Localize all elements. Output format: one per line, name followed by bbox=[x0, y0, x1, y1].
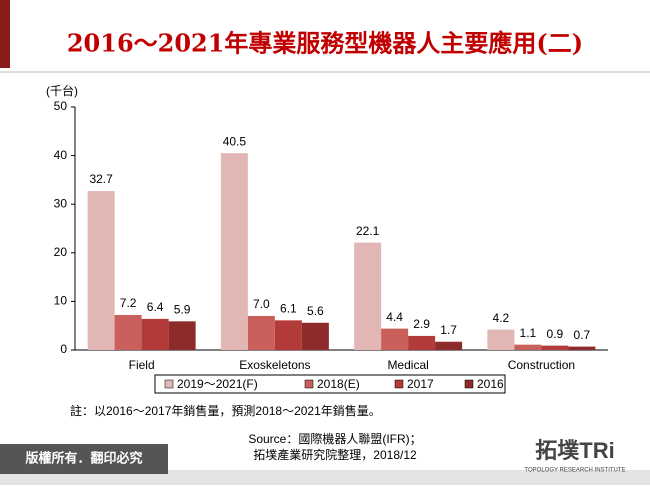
bar bbox=[274, 320, 302, 350]
bar bbox=[435, 341, 463, 350]
x-tick-label: Exoskeletons bbox=[239, 358, 310, 372]
value-label: 0.9 bbox=[547, 327, 564, 341]
source-line: 拓墣產業研究院整理，2018/12 bbox=[253, 447, 417, 462]
value-label: 5.6 bbox=[307, 304, 324, 318]
bar bbox=[487, 329, 515, 350]
value-label: 6.1 bbox=[280, 302, 297, 316]
bar bbox=[168, 321, 196, 350]
value-label: 2.9 bbox=[413, 317, 430, 331]
value-label: 7.0 bbox=[253, 297, 270, 311]
x-tick-label: Medical bbox=[387, 358, 428, 372]
value-label: 32.7 bbox=[89, 172, 113, 186]
bar bbox=[220, 153, 248, 350]
value-label: 22.1 bbox=[356, 224, 380, 238]
y-tick-label: 30 bbox=[54, 196, 68, 210]
bar bbox=[408, 335, 436, 350]
bar bbox=[114, 315, 142, 350]
value-label: 0.7 bbox=[574, 328, 591, 342]
legend-label: 2018(E) bbox=[317, 377, 360, 391]
legend-swatch bbox=[304, 379, 314, 389]
y-tick-label: 10 bbox=[54, 294, 68, 308]
accent-bar bbox=[0, 0, 10, 68]
bar bbox=[247, 315, 275, 350]
y-tick-label: 50 bbox=[54, 99, 68, 113]
legend-swatch bbox=[394, 379, 404, 389]
copyright: 版權所有．翻印必究 bbox=[25, 450, 142, 465]
y-tick-label: 0 bbox=[60, 342, 67, 356]
legend-label: 2017 bbox=[407, 377, 434, 391]
y-axis-label: (千台) bbox=[46, 83, 78, 98]
legend-label: 2019～2021(F) bbox=[177, 377, 258, 391]
note: 註：以2016～2017年銷售量，預測2018～2021年銷售量。 bbox=[70, 403, 381, 418]
x-tick-label: Field bbox=[129, 358, 155, 372]
value-label: 1.1 bbox=[520, 326, 537, 340]
copyright-box bbox=[0, 444, 168, 474]
logo-subtitle: TOPOLOGY RESEARCH INSTITUTE bbox=[524, 468, 625, 474]
bar bbox=[354, 242, 382, 350]
legend-swatch bbox=[164, 379, 174, 389]
legend-label: 2016 bbox=[477, 377, 504, 391]
source-line: Source：國際機器人聯盟(IFR)； bbox=[248, 431, 421, 446]
bar bbox=[87, 191, 115, 350]
value-label: 4.2 bbox=[493, 311, 510, 325]
legend-swatch bbox=[464, 379, 474, 389]
value-label: 4.4 bbox=[386, 310, 403, 324]
bar bbox=[141, 318, 169, 350]
legend-box bbox=[154, 374, 506, 394]
value-label: 5.9 bbox=[174, 302, 191, 316]
bar bbox=[514, 344, 542, 350]
bar bbox=[381, 328, 409, 350]
y-tick-label: 40 bbox=[54, 148, 68, 162]
value-label: 40.5 bbox=[223, 134, 247, 148]
chart-title: 2016～2021年專業服務型機器人主要應用(二) bbox=[67, 29, 583, 58]
value-label: 6.4 bbox=[147, 300, 164, 314]
bar bbox=[568, 346, 596, 350]
y-tick-label: 20 bbox=[54, 245, 68, 259]
logo: 拓墣TRi bbox=[535, 438, 614, 463]
x-tick-label: Construction bbox=[508, 358, 575, 372]
value-label: 7.2 bbox=[120, 296, 137, 310]
bar bbox=[301, 322, 329, 350]
value-label: 1.7 bbox=[440, 323, 457, 337]
bar bbox=[541, 345, 569, 350]
